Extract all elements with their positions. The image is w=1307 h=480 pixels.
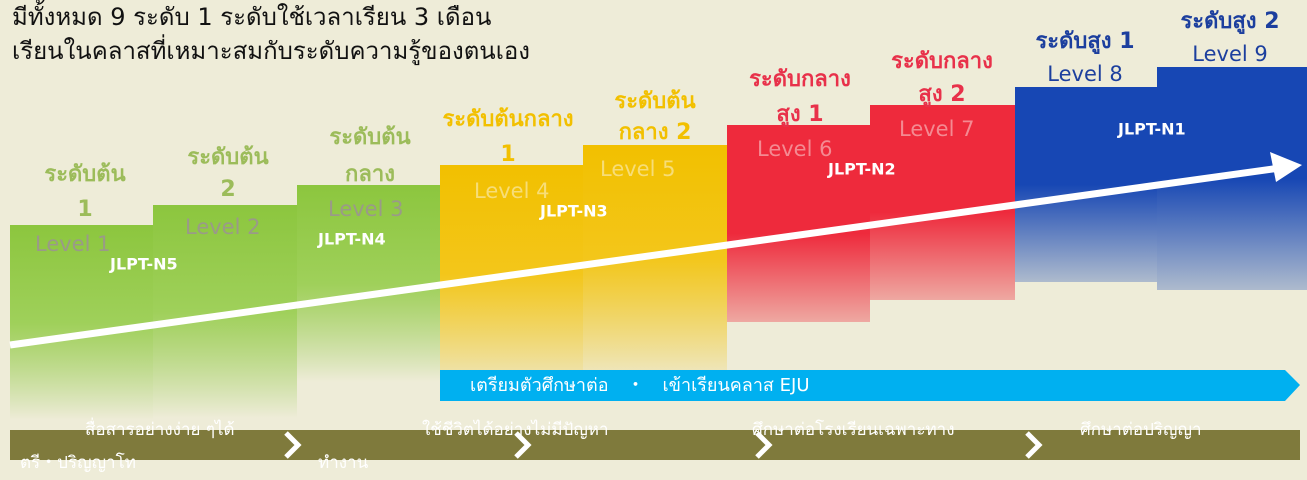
- jlpt-label: JLPT-N3: [539, 202, 608, 221]
- goal-label: ศึกษาต่อโรงเรียนเฉพาะทาง: [752, 419, 955, 440]
- level-number: Level 8: [1047, 62, 1122, 86]
- level-name: ระดับต้น: [329, 125, 410, 150]
- level-number: Level 1: [35, 232, 110, 256]
- level-name: ระดับต้น: [44, 162, 125, 187]
- level-name: ระดับต้นกลาง: [442, 107, 573, 132]
- level-number: Level 9: [1192, 42, 1267, 66]
- level-name: 1: [77, 197, 92, 222]
- level-number: Level 2: [185, 215, 260, 239]
- goal-label: สื่อสารอย่างง่าย ๆได้: [85, 417, 235, 440]
- title-line: เรียนในคลาสที่เหมาะสมกับระดับความรู้ของต…: [12, 34, 530, 66]
- jlpt-label: JLPT-N4: [317, 230, 386, 249]
- progress-arrow: [9, 164, 1281, 349]
- eju-bar: [440, 370, 1285, 401]
- level-name: ระดับกลาง: [891, 49, 993, 74]
- goal-label: ทำงาน: [318, 453, 369, 473]
- level-block: [870, 105, 1015, 300]
- level-name: ระดับสูง 1: [1035, 29, 1134, 55]
- level-name: กลาง: [345, 162, 395, 187]
- arrow-head: [1270, 152, 1302, 182]
- level-number: Level 5: [600, 157, 675, 181]
- level-number: Level 4: [474, 179, 549, 203]
- level-number: Level 6: [757, 137, 832, 161]
- title-line: มีทั้งหมด 9 ระดับ 1 ระดับใช้เวลาเรียน 3 …: [12, 0, 491, 31]
- level-name: ระดับสูง 2: [1180, 9, 1279, 35]
- jlpt-label: JLPT-N2: [827, 160, 896, 179]
- level-block: [1015, 87, 1157, 282]
- goal-label: ใช้ชีวิตได้อย่างไม่มีปัญหา: [422, 419, 609, 440]
- chevrons: [284, 431, 1043, 459]
- levels: ระดับต้น 1 Level 1 ระดับต้น 2 Level 2 ระดับต้น…: [10, 9, 1307, 420]
- level-name: ระดับต้น: [614, 89, 695, 114]
- level-block: [727, 125, 870, 322]
- level-name: 1: [500, 142, 515, 167]
- level-name: สูง 1: [776, 102, 823, 128]
- level-block: [10, 225, 153, 420]
- level-block: [297, 185, 440, 382]
- eju-text: เตรียมตัวศึกษาต่อ ・ เข้าเรียนคลาส EJU: [470, 375, 810, 396]
- jlpt-label: JLPT-N5: [109, 255, 178, 274]
- level-name: 2: [220, 177, 235, 202]
- level-name: กลาง 2: [619, 120, 692, 145]
- level-name: ระดับต้น: [187, 145, 268, 170]
- eju-bar-tip: [1285, 370, 1300, 401]
- goal-bar: [10, 430, 1300, 460]
- level-number: Level 7: [899, 117, 974, 141]
- level-name: ระดับกลาง: [749, 67, 851, 92]
- goal-label: ศึกษาต่อปริญญา: [1080, 420, 1202, 440]
- level-name: สูง 2: [918, 82, 965, 108]
- level-number: Level 3: [328, 197, 403, 221]
- jlpt-label: JLPT-N1: [1117, 120, 1186, 139]
- goal-label: ตรี・ปริญญาโท: [20, 452, 136, 473]
